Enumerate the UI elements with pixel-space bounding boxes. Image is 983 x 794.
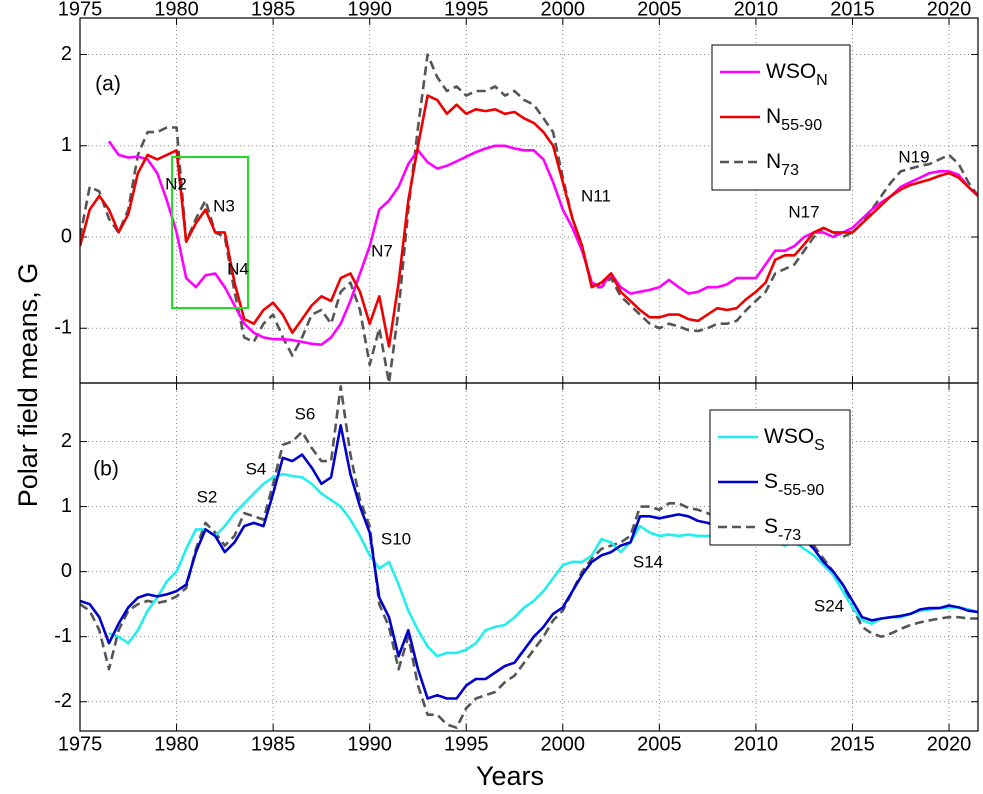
- x-tick-label: 2005: [637, 0, 682, 20]
- x-tick-label: 2000: [541, 733, 586, 755]
- y-tick-label: 2: [61, 43, 72, 65]
- series-line: [80, 53, 978, 383]
- annotation: N4: [227, 259, 249, 278]
- legend-label: WSOS: [764, 425, 825, 455]
- y-axis-label: Polar field means, G: [13, 263, 43, 508]
- legend-name: S: [764, 515, 778, 538]
- x-tick-label: 1990: [347, 733, 392, 755]
- x-tick-label: 1975: [58, 0, 103, 20]
- legend-subscript: -73: [778, 527, 801, 544]
- y-tick-label: 1: [61, 134, 72, 156]
- y-tick-label: -1: [54, 625, 72, 647]
- legend-name: WSO: [764, 425, 814, 448]
- series-line: [80, 94, 978, 348]
- annotation: N11: [581, 186, 611, 205]
- annotation: N17: [788, 202, 819, 221]
- series-line: [107, 140, 978, 346]
- plot-area: [80, 53, 978, 383]
- y-tick-label: 2: [61, 430, 72, 452]
- highlight-box: [171, 156, 249, 309]
- x-tick-label: 2010: [734, 733, 779, 755]
- annotation: N7: [371, 241, 393, 260]
- annotation: S24: [814, 596, 844, 615]
- annotation: S2: [197, 487, 218, 506]
- x-tick-label: 2015: [830, 733, 875, 755]
- x-axis-label: Years: [476, 761, 544, 791]
- x-tick-label: 2000: [541, 0, 586, 20]
- y-tick-label: 0: [61, 225, 72, 247]
- x-tick-label: 1975: [58, 733, 103, 755]
- x-tick-label: 2015: [830, 0, 875, 20]
- y-tick-label: -1: [54, 317, 72, 339]
- x-tick-label: 2005: [637, 733, 682, 755]
- panel-label: (b): [93, 458, 119, 481]
- x-tick-label: 2020: [927, 0, 972, 20]
- legend-subscript: 55-90: [781, 117, 822, 134]
- plot-area: [80, 385, 978, 729]
- legend-label: N55-90: [766, 105, 822, 135]
- x-tick-label: 1980: [154, 733, 199, 755]
- legend-subscript: N: [816, 72, 828, 89]
- legend-box: [709, 409, 851, 546]
- x-tick-label: 1995: [444, 733, 489, 755]
- annotation: N3: [213, 196, 235, 215]
- series-line: [80, 424, 978, 700]
- x-tick-label: 1980: [154, 0, 199, 20]
- plot-frame: [79, 382, 979, 732]
- y-tick-label: 0: [61, 560, 72, 582]
- x-tick-label: 1990: [347, 0, 392, 20]
- x-tick-label: 1995: [444, 0, 489, 20]
- legend-subscript: -55-90: [778, 482, 824, 499]
- legend-name: N: [766, 105, 781, 128]
- annotation: S4: [246, 459, 267, 478]
- annotation: N2: [165, 174, 187, 193]
- legend-label: S-73: [764, 515, 801, 545]
- annotation: S14: [633, 552, 663, 571]
- panel-label: (a): [95, 73, 121, 96]
- y-tick-label: -2: [54, 690, 72, 712]
- annotation: N19: [898, 147, 929, 166]
- x-tick-label: 2020: [927, 733, 972, 755]
- annotation: S6: [295, 404, 316, 423]
- legend-label: N73: [766, 150, 799, 180]
- legend-subscript: S: [814, 437, 825, 454]
- legend-name: WSO: [766, 60, 816, 83]
- legend-name: S: [764, 470, 778, 493]
- series-line: [108, 472, 978, 658]
- x-tick-label: 2010: [734, 0, 779, 20]
- legend-name: N: [766, 150, 781, 173]
- annotation: S10: [381, 529, 411, 548]
- series-line: [80, 385, 978, 729]
- x-tick-label: 1985: [251, 0, 296, 20]
- legend-subscript: 73: [781, 162, 799, 179]
- x-tick-label: 1985: [251, 733, 296, 755]
- legend-label: S-55-90: [764, 470, 824, 500]
- legend-label: WSON: [766, 60, 828, 90]
- y-tick-label: 1: [61, 495, 72, 517]
